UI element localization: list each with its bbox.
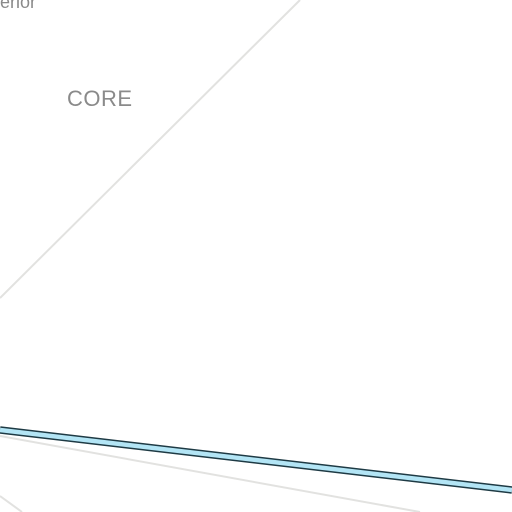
minor-road-lower — [0, 435, 421, 512]
map-label-top: ifterior — [0, 0, 37, 12]
minor-road-diagonal — [0, 0, 301, 299]
area-label-core: CORE — [67, 86, 133, 111]
minor-road-corner — [0, 495, 23, 512]
highlighted-route[interactable] — [0, 427, 512, 493]
